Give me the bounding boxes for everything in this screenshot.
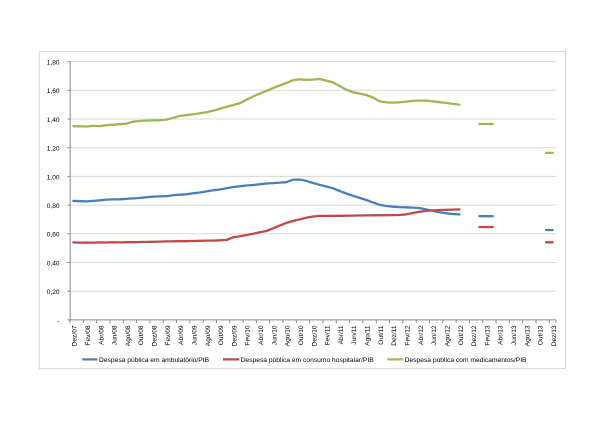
svg-text:Ago/10: Ago/10 <box>285 325 292 346</box>
svg-text:Dez/08: Dez/08 <box>152 325 159 346</box>
svg-text:Ago/12: Ago/12 <box>444 325 451 346</box>
svg-text:Fev/09: Fev/09 <box>165 325 172 345</box>
svg-text:Out/13: Out/13 <box>538 325 545 345</box>
svg-text:Jun/13: Jun/13 <box>511 325 518 345</box>
svg-text:0,40: 0,40 <box>47 260 60 267</box>
svg-text:1,80: 1,80 <box>47 60 60 67</box>
svg-text:1,20: 1,20 <box>47 146 60 153</box>
svg-text:Abr/12: Abr/12 <box>418 325 425 345</box>
svg-text:Despesa pública em consumo hos: Despesa pública em consumo hospitalar/PI… <box>241 357 375 364</box>
svg-text:0,20: 0,20 <box>47 289 60 296</box>
svg-text:Fev/10: Fev/10 <box>245 325 252 345</box>
svg-text:Fev/11: Fev/11 <box>325 325 332 345</box>
svg-text:1,00: 1,00 <box>47 174 60 181</box>
svg-text:Abr/11: Abr/11 <box>338 325 345 344</box>
svg-text:Ago/09: Ago/09 <box>205 325 212 346</box>
svg-text:Out/08: Out/08 <box>138 325 145 345</box>
svg-text:Out/11: Out/11 <box>378 325 385 345</box>
svg-text:Despesa pública em ambulatório: Despesa pública em ambulatório/PIB <box>99 357 210 364</box>
svg-text:Jun/12: Jun/12 <box>431 325 438 345</box>
svg-text:Ago/13: Ago/13 <box>524 325 531 346</box>
svg-text:1,60: 1,60 <box>47 88 60 95</box>
svg-text:0,80: 0,80 <box>47 203 60 210</box>
svg-text:Dez/13: Dez/13 <box>551 325 558 346</box>
svg-text:Jun/09: Jun/09 <box>191 325 198 345</box>
svg-text:Abr/08: Abr/08 <box>98 325 105 345</box>
svg-text:Dez/09: Dez/09 <box>231 325 238 346</box>
svg-text:Ago/08: Ago/08 <box>125 325 132 346</box>
svg-text:Out/09: Out/09 <box>218 325 225 345</box>
svg-text:Dez/12: Dez/12 <box>471 325 478 346</box>
svg-text:Despesa pública com medicament: Despesa pública com medicamentos/PIB <box>405 357 527 364</box>
svg-text:Fev/13: Fev/13 <box>484 325 491 345</box>
svg-text:Fev/08: Fev/08 <box>85 325 92 345</box>
svg-text:1,40: 1,40 <box>47 117 60 124</box>
svg-text:Jun/08: Jun/08 <box>112 325 119 345</box>
svg-text:Dez/11: Dez/11 <box>391 325 398 346</box>
svg-text:Out/12: Out/12 <box>458 325 465 345</box>
svg-text:Abr/10: Abr/10 <box>258 325 265 345</box>
svg-text:Abr/13: Abr/13 <box>498 325 505 345</box>
svg-text:-: - <box>57 318 59 325</box>
svg-text:Fev/12: Fev/12 <box>405 325 412 345</box>
svg-text:Dez/07: Dez/07 <box>72 325 79 346</box>
svg-text:Dez/10: Dez/10 <box>311 325 318 346</box>
svg-text:Jun/11: Jun/11 <box>351 325 358 345</box>
svg-text:Ago/11: Ago/11 <box>365 325 372 346</box>
svg-text:Out/10: Out/10 <box>298 325 305 345</box>
svg-text:Jun/10: Jun/10 <box>271 325 278 345</box>
svg-text:Abr/09: Abr/09 <box>178 325 185 345</box>
svg-text:0,60: 0,60 <box>47 232 60 239</box>
